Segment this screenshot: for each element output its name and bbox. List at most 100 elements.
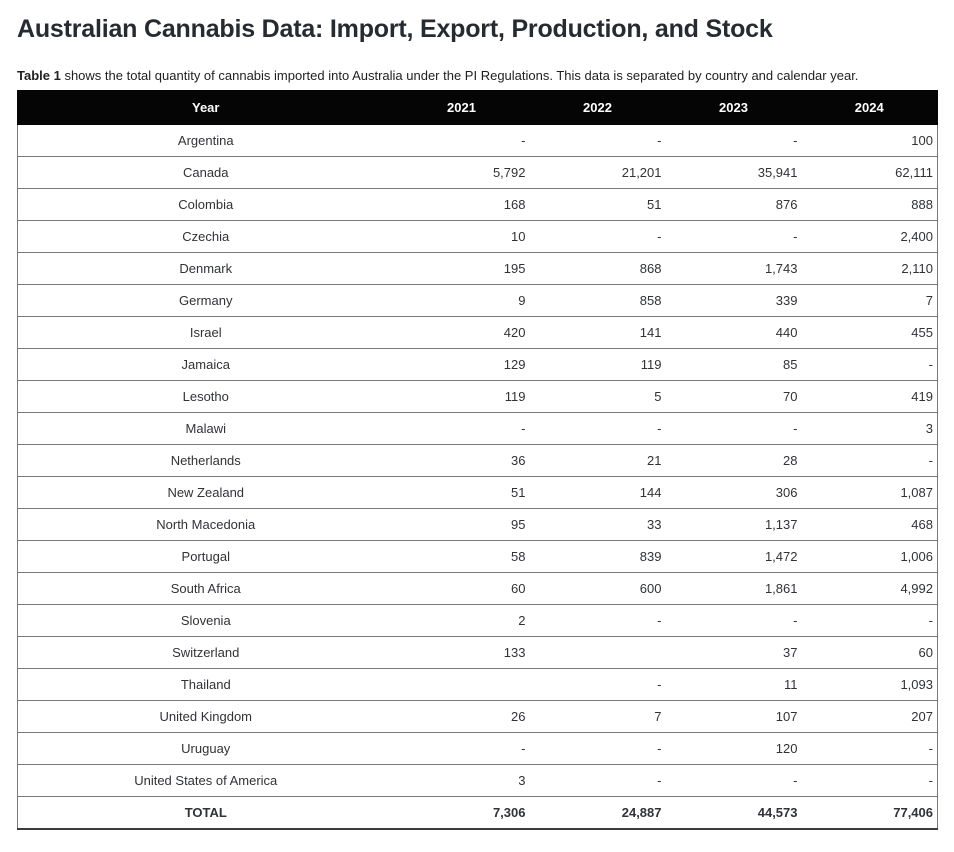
total-label: TOTAL (184, 805, 227, 820)
value-cell (530, 637, 666, 669)
country-cell: Malawi (185, 421, 226, 436)
value-cell: - (793, 773, 798, 788)
table-row: United States of America 3 - - - (17, 764, 938, 797)
value-cell: 107 (775, 709, 798, 724)
value-cell: 33 (647, 517, 662, 532)
column-header-2021: 2021 (447, 100, 476, 115)
value-cell: 35,941 (757, 165, 798, 180)
value-cell: 4,992 (900, 581, 933, 596)
page-title: Australian Cannabis Data: Import, Export… (17, 15, 773, 43)
value-cell: 420 (503, 325, 526, 340)
value-cell: 21 (647, 453, 662, 468)
value-cell: - (793, 133, 798, 148)
table-caption-text: shows the total quantity of cannabis imp… (60, 68, 859, 83)
country-cell: Uruguay (181, 741, 231, 756)
value-cell: 3 (925, 421, 933, 436)
value-cell: - (928, 773, 933, 788)
total-value-2023: 44,573 (757, 805, 798, 820)
country-cell: United States of America (134, 773, 278, 788)
column-header-2024: 2024 (854, 100, 884, 115)
value-cell: 1,137 (764, 517, 798, 532)
table-row: Lesotho 119 5 70 419 (17, 380, 938, 413)
value-cell: 839 (639, 549, 662, 564)
table-total-row: TOTAL 7,306 24,887 44,573 77,406 (17, 796, 938, 829)
value-cell: 3 (518, 773, 526, 788)
total-value-2024: 77,406 (893, 805, 933, 820)
table-row: Netherlands 36 21 28 - (17, 444, 938, 477)
country-cell: South Africa (170, 581, 241, 596)
table-row: Malawi - - - 3 (17, 412, 938, 445)
value-cell (394, 669, 530, 701)
value-cell: 1,743 (764, 261, 798, 276)
value-cell: - (521, 421, 526, 436)
country-cell: Thailand (180, 677, 231, 692)
country-cell: Canada (182, 165, 229, 180)
value-cell: - (657, 613, 662, 628)
value-cell: 120 (775, 741, 798, 756)
country-cell: New Zealand (167, 485, 245, 500)
table-row: North Macedonia 95 33 1,137 468 (17, 508, 938, 541)
column-header-2022: 2022 (583, 100, 612, 115)
country-cell: Netherlands (170, 453, 241, 468)
value-cell: 100 (911, 133, 933, 148)
value-cell: 888 (911, 197, 933, 212)
value-cell: 10 (511, 229, 526, 244)
value-cell: 1,093 (900, 677, 933, 692)
value-cell: 144 (639, 485, 662, 500)
country-cell: Israel (189, 325, 222, 340)
value-cell: 2 (518, 613, 526, 628)
country-cell: Lesotho (182, 389, 229, 404)
value-cell: 9 (518, 293, 526, 308)
table-row: New Zealand 51 144 306 1,087 (17, 476, 938, 509)
value-cell: - (657, 677, 662, 692)
value-cell: 306 (775, 485, 798, 500)
value-cell: 455 (911, 325, 933, 340)
value-cell: - (793, 421, 798, 436)
value-cell: 1,006 (900, 549, 933, 564)
value-cell: 51 (647, 197, 662, 212)
value-cell: - (657, 773, 662, 788)
value-cell: 26 (511, 709, 526, 724)
value-cell: 11 (784, 677, 798, 692)
value-cell: 129 (503, 357, 526, 372)
value-cell: 70 (783, 389, 798, 404)
table-row: Israel 420 141 440 455 (17, 316, 938, 349)
value-cell: 37 (783, 645, 798, 660)
value-cell: - (657, 229, 662, 244)
value-cell: 28 (783, 453, 798, 468)
column-header-year: Year (192, 100, 220, 115)
value-cell: 5 (654, 389, 662, 404)
column-header-2023: 2023 (719, 100, 748, 115)
import-data-table: Year 2021 2022 2023 2024 Argentina - - - 100… (17, 90, 938, 830)
value-cell: - (521, 741, 526, 756)
value-cell: 119 (640, 357, 662, 372)
value-cell: 95 (511, 517, 526, 532)
value-cell: 876 (775, 197, 798, 212)
table-caption: Table 1 shows the total quantity of cann… (17, 68, 938, 83)
value-cell: 1,472 (764, 549, 798, 564)
value-cell: 58 (511, 549, 526, 564)
value-cell: 195 (503, 261, 526, 276)
country-cell: Switzerland (172, 645, 240, 660)
table-row: Thailand - 11 1,093 (17, 668, 938, 701)
value-cell: 62,111 (895, 165, 933, 180)
country-cell: North Macedonia (156, 517, 256, 532)
country-cell: Argentina (177, 133, 234, 148)
value-cell: 207 (911, 709, 933, 724)
value-cell: - (657, 133, 662, 148)
country-cell: Jamaica (181, 357, 230, 372)
value-cell: 419 (911, 389, 933, 404)
table-row: South Africa 60 600 1,861 4,992 (17, 572, 938, 605)
value-cell: 60 (918, 645, 933, 660)
table-row: Jamaica 129 119 85 - (17, 348, 938, 381)
value-cell: - (657, 741, 662, 756)
table-row: Portugal 58 839 1,472 1,006 (17, 540, 938, 573)
value-cell: - (928, 741, 933, 756)
value-cell: 868 (639, 261, 662, 276)
table-row: Canada 5,792 21,201 35,941 62,111 (17, 156, 938, 189)
value-cell: 60 (511, 581, 526, 596)
table-row: Czechia 10 - - 2,400 (17, 220, 938, 253)
country-cell: Czechia (182, 229, 230, 244)
table-caption-label: Table 1 (17, 68, 61, 83)
